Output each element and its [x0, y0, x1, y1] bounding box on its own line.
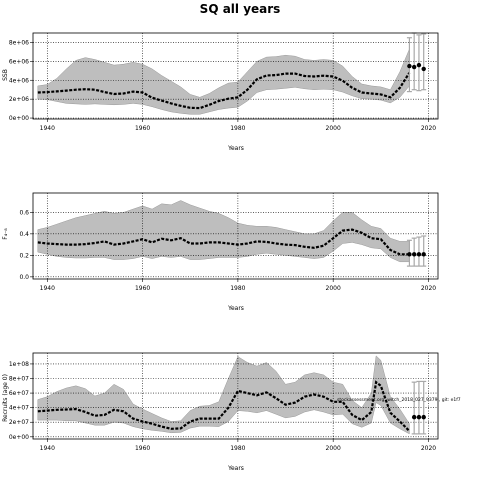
recruits-panel-annotation: stockassessment.org, witch_2018_027_9379… — [337, 397, 461, 403]
f-xtick-label-1940: 1940 — [40, 285, 55, 292]
f-estimate-line — [37, 228, 410, 256]
f-projection-point-2019 — [421, 252, 426, 257]
recruits-estimate-line — [37, 380, 411, 432]
f-ytick-label-0: 0.0 — [19, 274, 29, 281]
recruits-xtick-label-2000: 2000 — [326, 445, 341, 452]
ssb-ytick-label-0: 0e+00 — [9, 115, 29, 122]
f-projection-point-2018 — [416, 252, 422, 257]
recruits-ytick-label-1: 2e+07 — [9, 419, 29, 426]
ssb-ytick-label-1: 2e+06 — [9, 96, 29, 103]
ssb-plot-layer: 1940 1960 1980 2000 2020 0e+00 2e+06 4e+06 6e+06… — [9, 32, 439, 132]
ssb-panel: 1940 1960 1980 2000 2020 0e+00 2e+06 4e+06 6e+06… — [2, 32, 439, 152]
recruits-plot-layer: 1940 1960 1980 2000 2020 0e+00 2e+07 4e+07 6e+07… — [9, 352, 439, 452]
recruits-ytick-label-5: 1e+08 — [9, 361, 29, 368]
f-xtick-label-2000: 2000 — [326, 285, 341, 292]
figure-title: SQ all years — [200, 2, 281, 16]
ssb-projection-point-2017 — [411, 64, 417, 70]
ssb-projection-point-2018 — [416, 62, 422, 68]
f-plot-layer: 1940 1960 1980 2000 2020 0.0 0.2 0.4 0.6 — [19, 192, 439, 292]
recruits-projection-point-2019 — [421, 414, 426, 420]
ssb-projection-point-2019 — [421, 66, 426, 72]
f-projection-point-2016 — [407, 252, 412, 257]
recruits-panel-xlabel: Years — [227, 465, 244, 472]
ssb-panel-xlabel: Years — [227, 145, 244, 152]
recruits-panel: 1940 1960 1980 2000 2020 0e+00 2e+07 4e+07 6e+07… — [2, 352, 461, 472]
f-projection-point-2017 — [411, 252, 417, 257]
ssb-panel-ylabel: SSB — [2, 69, 9, 81]
recruits-xtick-label-1980: 1980 — [230, 445, 245, 452]
ssb-ytick-label-4: 8e+06 — [9, 39, 29, 46]
recruits-ytick-label-3: 6e+07 — [9, 390, 29, 397]
ssb-confidence-band — [37, 49, 410, 115]
f-xtick-label-1980: 1980 — [230, 285, 245, 292]
ssb-xtick-label-1960: 1960 — [135, 125, 150, 132]
ssb-estimate-line — [37, 72, 411, 110]
recruits-plot-frame — [32, 352, 439, 440]
recruits-xtick-label-1960: 1960 — [135, 445, 150, 452]
ssb-xtick-label-1940: 1940 — [40, 125, 55, 132]
recruits-ytick-label-4: 8e+07 — [9, 376, 29, 383]
f-ytick-label-3: 0.6 — [19, 209, 29, 216]
recruits-ytick-label-0: 0e+00 — [9, 434, 29, 441]
f-panel-xlabel: Years — [227, 305, 244, 312]
recruits-xtick-label-1940: 1940 — [40, 445, 55, 452]
ssb-ytick-label-2: 4e+06 — [9, 77, 29, 84]
recruits-ytick-label-2: 4e+07 — [9, 405, 29, 412]
ssb-xtick-label-2000: 2000 — [326, 125, 341, 132]
f-xtick-label-1960: 1960 — [135, 285, 150, 292]
recruits-confidence-band — [37, 355, 410, 435]
f-ytick-label-2: 0.4 — [19, 231, 29, 238]
ssb-xtick-label-1980: 1980 — [230, 125, 245, 132]
recruits-panel-ylabel: Recruits (age 0) — [2, 374, 9, 422]
ssb-plot-frame — [32, 32, 439, 120]
recruits-xtick-label-2020: 2020 — [421, 445, 436, 452]
ssb-projection-point-2016 — [407, 63, 412, 69]
ssb-ytick-label-3: 6e+06 — [9, 58, 29, 65]
ssb-xtick-label-2020: 2020 — [421, 125, 436, 132]
recruits-projection-point-2018 — [416, 414, 422, 420]
f-panel: 1940 1960 1980 2000 2020 0.0 0.2 0.4 0.6 Years F… — [2, 192, 439, 312]
f-panel-ylabel: F₄₋₈ — [2, 228, 9, 240]
recruits-projection-point-2017 — [411, 414, 417, 420]
f-confidence-band — [37, 200, 410, 263]
f-ytick-label-1: 0.2 — [19, 252, 29, 259]
f-plot-frame — [32, 192, 439, 280]
f-xtick-label-2020: 2020 — [421, 285, 436, 292]
